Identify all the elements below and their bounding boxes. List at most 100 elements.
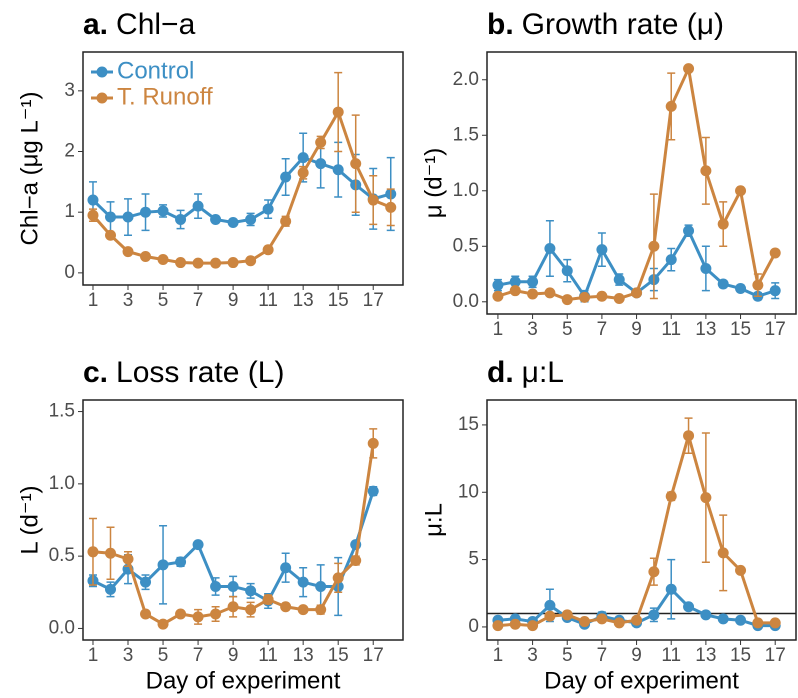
data-point	[122, 553, 134, 565]
data-point	[509, 618, 521, 630]
data-point	[769, 617, 781, 629]
plot-frame	[82, 51, 404, 286]
x-tick-label: 9	[631, 645, 642, 666]
data-point	[140, 608, 152, 620]
y-tick-label: 0.0	[49, 617, 75, 638]
x-tick-label: 13	[695, 319, 716, 340]
data-point	[175, 213, 187, 225]
data-point	[157, 254, 169, 266]
data-point	[157, 205, 169, 217]
data-point	[596, 613, 608, 625]
data-point	[175, 257, 187, 269]
x-tick-label: 17	[363, 290, 384, 311]
x-tick-label: 15	[730, 319, 751, 340]
x-tick-label: 3	[123, 645, 134, 666]
data-point	[648, 609, 660, 621]
data-point	[332, 572, 344, 584]
title-text: Loss rate (L)	[116, 356, 284, 389]
data-point	[561, 294, 573, 306]
panel-letter: b.	[487, 8, 514, 41]
panel-title: c. Loss rate (L)	[83, 356, 284, 389]
data-point	[245, 255, 257, 267]
data-point	[631, 287, 643, 299]
x-tick-label: 13	[293, 645, 314, 666]
title-text: μ:L	[522, 356, 564, 389]
data-point	[245, 604, 257, 616]
data-point	[104, 583, 116, 595]
x-tick-label: 1	[493, 319, 504, 340]
data-point	[210, 581, 222, 593]
data-point	[527, 276, 539, 288]
data-point	[367, 485, 379, 497]
x-tick-label: 3	[527, 645, 538, 666]
panel-letter: c.	[83, 356, 108, 389]
y-axis-label: L (d⁻¹)	[16, 485, 43, 554]
data-point	[561, 609, 573, 621]
data-point	[297, 167, 309, 179]
data-point	[648, 566, 660, 578]
data-point	[665, 583, 677, 595]
y-tick-label: 2	[64, 141, 75, 162]
data-point	[227, 257, 239, 269]
data-point	[665, 254, 677, 266]
data-point	[140, 206, 152, 218]
data-point	[87, 194, 99, 206]
data-point	[192, 611, 204, 623]
data-point	[350, 158, 362, 170]
data-point	[683, 225, 695, 237]
plot-frame	[82, 399, 404, 641]
data-point	[735, 282, 747, 294]
x-tick-label: 15	[328, 290, 349, 311]
data-point	[104, 229, 116, 241]
y-tick-label: 0	[64, 262, 75, 283]
data-point	[492, 290, 504, 302]
x-tick-label: 3	[527, 319, 538, 340]
title-text: Growth rate (μ)	[522, 8, 724, 41]
x-tick-label: 9	[631, 319, 642, 340]
data-point	[509, 276, 521, 288]
series-line	[91, 155, 392, 225]
data-point	[122, 211, 134, 223]
x-tick-label: 1	[493, 645, 504, 666]
y-tick-label: 5	[468, 549, 479, 570]
y-tick-label: 0.5	[453, 235, 479, 256]
data-point	[104, 211, 116, 223]
y-tick-label: 15	[458, 414, 479, 435]
x-tick-label: 17	[765, 645, 786, 666]
data-point	[527, 620, 539, 632]
data-point	[735, 564, 747, 576]
data-point	[509, 285, 521, 297]
data-point	[665, 490, 677, 502]
data-point	[332, 106, 344, 118]
data-point	[700, 609, 712, 621]
x-tick-label: 7	[193, 290, 204, 311]
x-tick-label: 3	[123, 290, 134, 311]
data-point	[210, 257, 222, 269]
x-tick-label: 13	[695, 645, 716, 666]
data-point	[315, 581, 327, 593]
data-point	[350, 554, 362, 566]
x-tick-label: 5	[158, 290, 169, 311]
data-point	[648, 240, 660, 252]
x-tick-label: 17	[363, 645, 384, 666]
x-tick-label: 7	[597, 645, 608, 666]
data-point	[175, 556, 187, 568]
data-point	[596, 290, 608, 302]
data-point	[140, 576, 152, 588]
data-point	[367, 437, 379, 449]
x-tick-label: 17	[765, 319, 786, 340]
data-point	[104, 547, 116, 559]
data-point	[596, 244, 608, 256]
y-tick-label: 2.0	[453, 69, 479, 90]
data-point	[262, 594, 274, 606]
panel: c. Loss rate (L)0.00.51.01.51 3 5 7 9 11 13 15 17…	[16, 356, 404, 694]
data-point	[700, 262, 712, 274]
data-point	[631, 614, 643, 626]
data-point	[579, 616, 591, 628]
data-point	[245, 213, 257, 225]
data-point	[613, 292, 625, 304]
data-point	[87, 209, 99, 221]
y-tick-label: 0.5	[49, 545, 75, 566]
data-point	[280, 215, 292, 227]
data-point	[332, 164, 344, 176]
